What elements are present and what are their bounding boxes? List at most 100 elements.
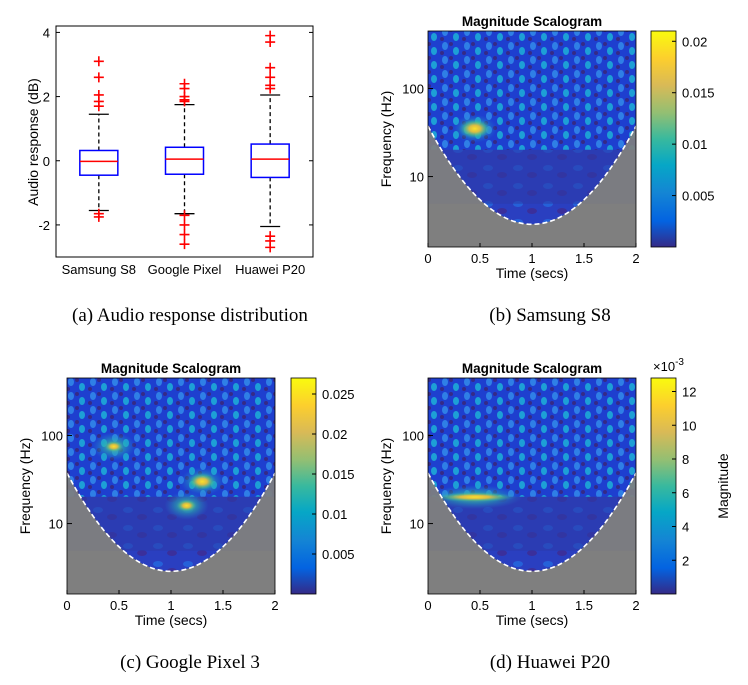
coi-boundary: [67, 472, 275, 573]
colorbar-tick-label: 2: [682, 553, 689, 568]
scalogram-pixel: Magnitude Scalogram 0 0.5 1 1.5 2 Time (secs) 1…: [17, 361, 355, 628]
colorbar-label: Magnitude: [715, 453, 731, 519]
y-tick-label: 10: [410, 170, 424, 185]
colorbar: [650, 30, 677, 248]
chart-title: Magnitude Scalogram: [462, 14, 602, 29]
colorbar-tick-label: 0.015: [322, 467, 355, 482]
hotspot: [433, 492, 517, 503]
colorbar: [290, 377, 317, 595]
boxplot-panel: -2 0 2 4 Samsung S8 Google Pixel Huawei P20 A…: [25, 25, 314, 277]
x-tick-label: 1.5: [575, 598, 593, 613]
outlier-marker: [93, 56, 104, 67]
y-tick-label: 100: [402, 429, 424, 444]
outlier-marker: [93, 72, 104, 83]
scalogram-image: [428, 378, 636, 594]
x-tick-label: Google Pixel: [148, 262, 222, 277]
chart-title: Magnitude Scalogram: [101, 361, 241, 376]
coi-mask: [428, 473, 636, 594]
x-tick-label: 1.5: [214, 598, 232, 613]
y-tick-label: 100: [402, 82, 424, 97]
x-tick-label: 2: [632, 251, 639, 266]
colorbar-tick-label: 8: [682, 452, 689, 467]
y-axis-label: Frequency (Hz): [17, 438, 33, 534]
outlier-marker: [265, 37, 276, 48]
box-samsung-s8: [79, 56, 119, 222]
outlier-marker: [265, 242, 276, 253]
colorbar-multiplier-base: ×10: [653, 359, 675, 374]
colorbar-tick-label: 0.02: [682, 34, 707, 49]
y-tick-label: 2: [43, 90, 50, 105]
outlier-marker: [265, 62, 276, 73]
x-tick-label: 1.5: [575, 251, 593, 266]
outlier-marker: [179, 210, 190, 221]
chart-title: Magnitude Scalogram: [462, 361, 602, 376]
hotspot: [458, 118, 491, 139]
y-tick-label: 4: [43, 25, 50, 40]
coi-boundary: [428, 472, 636, 573]
x-tick-label: 0: [424, 251, 431, 266]
colorbar-tick-label: 0.005: [682, 189, 715, 204]
box-series: [79, 30, 290, 253]
colorbar-multiplier-exponent: -3: [675, 357, 684, 368]
x-tick-label: 0.5: [110, 598, 128, 613]
x-tick-label: 1: [528, 598, 535, 613]
caption-a: (a) Audio response distribution: [72, 305, 308, 326]
x-axis-label: Time (secs): [496, 612, 569, 628]
caption-c: (c) Google Pixel 3: [120, 652, 260, 673]
outlier-marker: [179, 219, 190, 230]
hotspot: [103, 440, 124, 453]
colorbar-tick-label: 0.01: [682, 137, 707, 152]
x-tick-label: 0.5: [471, 251, 489, 266]
colorbar-tick-label: 10: [682, 418, 696, 433]
box-google-pixel: [164, 78, 205, 250]
x-tick-labels: Samsung S8 Google Pixel Huawei P20: [62, 262, 306, 277]
y-tick-label: 100: [41, 429, 63, 444]
x-tick-label: 1: [167, 598, 174, 613]
x-axis-label: Time (secs): [135, 612, 208, 628]
colorbar-tick-label: 0.02: [322, 427, 347, 442]
colorbar-tick-label: 0.005: [322, 547, 355, 562]
y-axis-label: Frequency (Hz): [378, 438, 394, 534]
x-axis-label: Time (secs): [496, 265, 569, 281]
hotspot: [176, 499, 198, 512]
colorbar-tick-label: 6: [682, 486, 689, 501]
caption-b: (b) Samsung S8: [489, 305, 610, 326]
scalogram-image: [428, 31, 636, 247]
box-iqr: [164, 146, 205, 175]
caption-d: (d) Huawei P20: [490, 652, 610, 673]
box-iqr: [79, 149, 119, 176]
outlier-marker: [179, 239, 190, 250]
colorbar-multiplier: ×10-3: [653, 357, 684, 374]
y-tick-labels: -2 0 2 4: [38, 25, 313, 233]
plot-frame: [55, 25, 314, 258]
scalogram-image: [67, 378, 275, 594]
y-tick-label: -2: [38, 218, 50, 233]
x-tick-label: Huawei P20: [235, 262, 305, 277]
colorbar-tick-label: 12: [682, 385, 696, 400]
outlier-marker: [93, 211, 104, 222]
scalogram-high-band: [428, 378, 636, 497]
box-iqr: [250, 143, 290, 179]
coi-mask: [428, 126, 636, 247]
x-tick-label: Samsung S8: [62, 262, 136, 277]
x-tick-label: 2: [632, 598, 639, 613]
hotspot: [188, 472, 217, 491]
scalogram-samsung: Magnitude Scalogram 0 0.5 1 1.5 2 Time (secs) 1…: [378, 14, 715, 281]
scalogram-huawei: Magnitude Scalogram 0 0.5 1 1.5 2 Time (secs) 1…: [378, 357, 731, 628]
outlier-marker: [265, 83, 276, 94]
x-tick-label: 0: [63, 598, 70, 613]
coi-boundary: [428, 125, 636, 226]
x-tick-label: 1: [528, 251, 535, 266]
y-axis-label: Audio response (dB): [25, 78, 41, 206]
coi-mask: [67, 473, 275, 594]
colorbar: [650, 377, 677, 595]
colorbar-tick-label: 0.01: [322, 507, 347, 522]
y-axis-label: Frequency (Hz): [378, 91, 394, 187]
outlier-marker: [93, 101, 104, 112]
y-tick-label: 0: [43, 154, 50, 169]
y-tick-label: 10: [49, 517, 63, 532]
colorbar-tick-label: 4: [682, 520, 689, 535]
x-tick-label: 0: [424, 598, 431, 613]
box-huawei-p20: [250, 30, 290, 253]
